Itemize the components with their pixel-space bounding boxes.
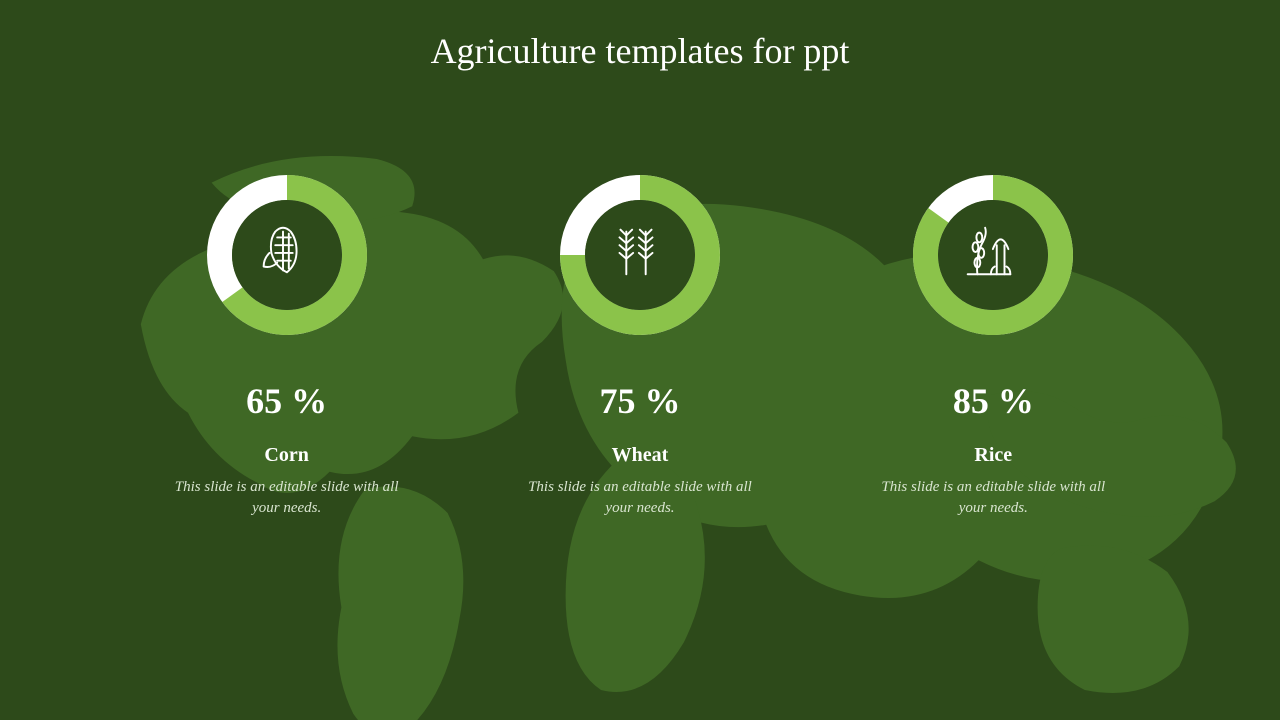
crop-description: This slide is an editable slide with all… [172, 477, 402, 519]
metric-rice: 85 % Rice This slide is an editable slid… [853, 170, 1133, 519]
metric-wheat: 75 % Wheat This slide is an editable sli… [500, 170, 780, 519]
percent-value: 65 % [246, 380, 327, 422]
slide-title: Agriculture templates for ppt [0, 30, 1280, 72]
percent-value: 85 % [953, 380, 1034, 422]
percent-value: 75 % [599, 380, 680, 422]
crop-description: This slide is an editable slide with all… [878, 477, 1108, 519]
metrics-row: 65 % Corn This slide is an editable slid… [0, 170, 1280, 519]
donut-rice [908, 170, 1078, 340]
metric-corn: 65 % Corn This slide is an editable slid… [147, 170, 427, 519]
corn-icon [252, 220, 322, 290]
wheat-icon [605, 220, 675, 290]
crop-label: Corn [264, 444, 308, 467]
slide: Agriculture templates for ppt 65 % [0, 0, 1280, 720]
rice-icon [958, 220, 1028, 290]
crop-label: Rice [974, 444, 1012, 467]
crop-label: Wheat [612, 444, 669, 467]
donut-wheat [555, 170, 725, 340]
crop-description: This slide is an editable slide with all… [525, 477, 755, 519]
donut-corn [202, 170, 372, 340]
